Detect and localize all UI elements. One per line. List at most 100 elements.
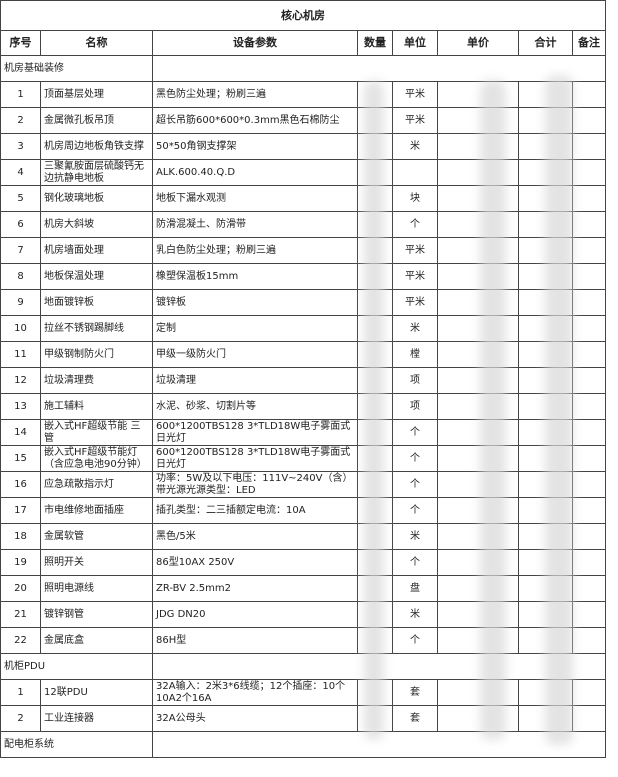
note-cell — [572, 497, 606, 524]
param-cell: 乳白色防尘处理；粉刷三遍 — [152, 237, 358, 264]
unit-cell: 块 — [392, 185, 438, 212]
price-cell — [437, 601, 519, 628]
param-cell: 定制 — [152, 315, 358, 342]
no-cell: 16 — [0, 471, 41, 498]
note-cell — [572, 601, 606, 628]
no-cell: 4 — [0, 159, 41, 186]
name-cell: 工业连接器 — [40, 705, 153, 732]
price-cell — [437, 211, 519, 238]
name-cell: 金属软管 — [40, 523, 153, 550]
price-cell — [437, 237, 519, 264]
price-cell — [437, 679, 519, 706]
param-cell: 600*1200TBS128 3*TLD18W电子雾面式日光灯 — [152, 445, 358, 472]
header-cell: 数量 — [357, 30, 393, 56]
note-cell — [572, 263, 606, 290]
no-cell: 11 — [0, 341, 41, 368]
unit-cell: 平米 — [392, 107, 438, 134]
section-row: 机房基础装修 — [0, 55, 606, 82]
row: 2 金属微孔板吊顶 超长吊筋600*600*0.3mm黑色石棉防尘 平米 — [0, 107, 606, 134]
price-cell — [437, 575, 519, 602]
name-cell: 机房周边地板角铁支撑 — [40, 133, 153, 160]
no-cell: 10 — [0, 315, 41, 342]
header-cell: 序号 — [0, 30, 41, 56]
no-cell: 7 — [0, 237, 41, 264]
note-cell — [572, 211, 606, 238]
row: 14 嵌入式HF超级节能 三管 600*1200TBS128 3*TLD18W电子雾… — [0, 419, 606, 446]
note-cell — [572, 445, 606, 472]
no-cell: 2 — [0, 705, 41, 732]
price-cell — [437, 523, 519, 550]
unit-cell: 平米 — [392, 81, 438, 108]
param-cell: ZR-BV 2.5mm2 — [152, 575, 358, 602]
param-cell: JDG DN20 — [152, 601, 358, 628]
param-cell: 垃圾清理 — [152, 367, 358, 394]
name-cell: 嵌入式HF超级节能灯（含应急电池90分钟） — [40, 445, 153, 472]
price-cell — [437, 185, 519, 212]
unit-cell: 米 — [392, 523, 438, 550]
unit-cell: 平米 — [392, 263, 438, 290]
param-cell: 600*1200TBS128 3*TLD18W电子雾面式日光灯 — [152, 419, 358, 446]
name-cell: 应急疏散指示灯 — [40, 471, 153, 498]
row: 1 12联PDU 32A输入：2米3*6线缆；12个插座：10个10A2个16A 套 — [0, 679, 606, 706]
section-row: 配电柜系统 — [0, 731, 606, 758]
note-cell — [572, 159, 606, 186]
no-cell: 20 — [0, 575, 41, 602]
param-cell: 32A公母头 — [152, 705, 358, 732]
note-cell — [572, 419, 606, 446]
param-cell: 50*50角钢支撑架 — [152, 133, 358, 160]
price-cell — [437, 627, 519, 654]
price-cell — [437, 107, 519, 134]
price-cell — [437, 341, 519, 368]
section-title: 机房基础装修 — [0, 55, 153, 82]
no-cell: 15 — [0, 445, 41, 472]
section-title: 机柜PDU — [0, 653, 153, 680]
header-cell: 合计 — [518, 30, 573, 56]
note-cell — [572, 237, 606, 264]
name-cell: 金属微孔板吊顶 — [40, 107, 153, 134]
unit-cell: 个 — [392, 445, 438, 472]
price-cell — [437, 497, 519, 524]
note-cell — [572, 627, 606, 654]
price-cell — [437, 445, 519, 472]
unit-cell: 个 — [392, 211, 438, 238]
row: 3 机房周边地板角铁支撑 50*50角钢支撑架 米 — [0, 133, 606, 160]
row: 1 顶面基层处理 黑色防尘处理；粉刷三遍 平米 — [0, 81, 606, 108]
no-cell: 9 — [0, 289, 41, 316]
param-cell: 地板下漏水观测 — [152, 185, 358, 212]
unit-cell: 米 — [392, 315, 438, 342]
price-cell — [437, 367, 519, 394]
param-cell: 黑色/5米 — [152, 523, 358, 550]
name-cell: 地面镀锌板 — [40, 289, 153, 316]
name-cell: 12联PDU — [40, 679, 153, 706]
param-cell: 32A输入：2米3*6线缆；12个插座：10个10A2个16A — [152, 679, 358, 706]
price-cell — [437, 159, 519, 186]
row: 9 地面镀锌板 镀锌板 平米 — [0, 289, 606, 316]
price-cell — [437, 705, 519, 732]
param-cell: 镀锌板 — [152, 289, 358, 316]
header-row: 序号 名称 设备参数 数量 单位 单价 合计 备注 — [0, 30, 606, 56]
cell — [152, 55, 606, 82]
no-cell: 1 — [0, 679, 41, 706]
unit-cell: 套 — [392, 679, 438, 706]
no-cell: 14 — [0, 419, 41, 446]
name-cell: 机房大斜坡 — [40, 211, 153, 238]
no-cell: 19 — [0, 549, 41, 576]
price-cell — [437, 289, 519, 316]
note-cell — [572, 705, 606, 732]
unit-cell — [392, 159, 438, 186]
param-cell: 86H型 — [152, 627, 358, 654]
name-cell: 甲级钢制防火门 — [40, 341, 153, 368]
no-cell: 18 — [0, 523, 41, 550]
name-cell: 顶面基层处理 — [40, 81, 153, 108]
blur — [545, 75, 573, 745]
row: 22 金属底盒 86H型 个 — [0, 627, 606, 654]
no-cell: 13 — [0, 393, 41, 420]
row: 15 嵌入式HF超级节能灯（含应急电池90分钟） 600*1200TBS128 3*… — [0, 445, 606, 472]
param-cell: 橡塑保温板15mm — [152, 263, 358, 290]
header-cell: 单位 — [392, 30, 438, 56]
unit-cell: 项 — [392, 393, 438, 420]
row: 18 金属软管 黑色/5米 米 — [0, 523, 606, 550]
param-cell: 86型10AX 250V — [152, 549, 358, 576]
no-cell: 2 — [0, 107, 41, 134]
